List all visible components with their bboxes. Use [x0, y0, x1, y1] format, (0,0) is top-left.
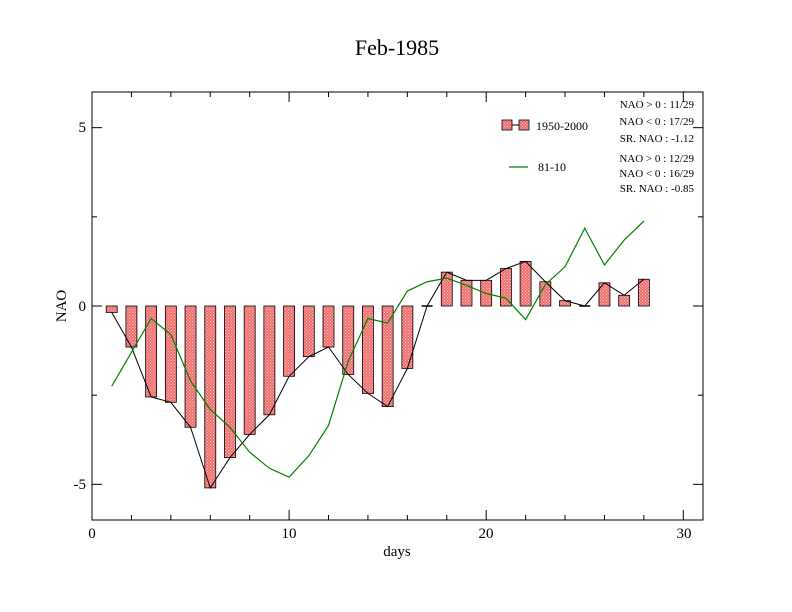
bar-day-28 [637, 278, 650, 307]
y-tick-label-5: 5 [79, 120, 87, 136]
bar-day-6 [204, 305, 217, 489]
x-tick-label-0: 0 [88, 526, 96, 542]
bar-day-13 [342, 305, 355, 375]
legend-label-bars: 1950-2000 [536, 119, 588, 133]
bar-day-18 [440, 271, 453, 307]
bar-day-8 [243, 305, 256, 435]
x-tick-label-20: 20 [479, 526, 494, 542]
bar-day-4 [164, 305, 177, 403]
legend: 1950-2000 81-10 [501, 119, 588, 174]
bar-day-16 [401, 305, 414, 369]
stat-group2-sr: SR. NAO : -0.85 [620, 183, 695, 195]
bar-day-15 [381, 305, 394, 407]
legend-swatch-bar-left [501, 119, 513, 131]
bar-day-1 [105, 305, 118, 313]
bar-day-9 [263, 305, 276, 416]
bar-day-7 [224, 305, 236, 458]
bar-day-27 [618, 294, 631, 307]
bar-day-10 [283, 305, 295, 377]
stat-group1-positive: NAO > 0 : 11/29 [620, 99, 695, 111]
x-axis-label: days [383, 544, 411, 560]
y-tick-label-neg5: -5 [74, 477, 87, 493]
bar-day-26 [598, 282, 611, 307]
bar-day-11 [302, 305, 315, 358]
y-axis-label: NAO [54, 290, 70, 323]
bar-day-12 [322, 305, 335, 348]
stat-group1-negative: NAO < 0 : 17/29 [619, 116, 694, 128]
chart-title: Feb-1985 [355, 35, 439, 60]
legend-label-line: 81-10 [538, 160, 566, 174]
bar-series-connector [111, 260, 645, 490]
x-tick-label-30: 30 [677, 526, 692, 542]
bar-day-22 [519, 261, 532, 307]
x-tick-label-10: 10 [282, 526, 297, 542]
stat-group1-sr: SR. NAO : -1.12 [620, 133, 694, 145]
y-tick-label-0: 0 [79, 299, 87, 315]
axis-ticks [91, 92, 703, 520]
stat-group2-positive: NAO > 0 : 12/29 [619, 153, 694, 165]
stats-annotations: NAO > 0 : 11/29 NAO < 0 : 17/29 SR. NAO … [619, 99, 694, 195]
bar-day-21 [500, 268, 512, 307]
line-series [111, 220, 645, 478]
legend-swatch-bar-right [518, 119, 530, 131]
stat-group2-negative: NAO < 0 : 16/29 [619, 168, 694, 180]
line-81-10 [111, 220, 645, 478]
bar-day-5 [184, 305, 197, 428]
